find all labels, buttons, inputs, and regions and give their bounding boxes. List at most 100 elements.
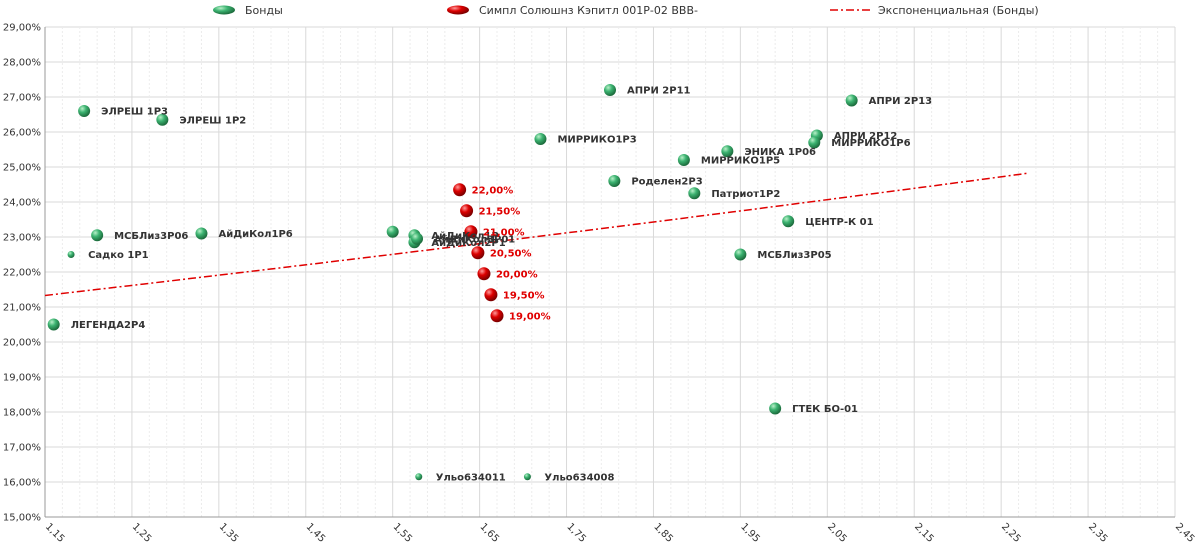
green-data-point xyxy=(769,402,782,415)
green-data-point xyxy=(808,136,821,149)
red-data-point xyxy=(484,288,498,302)
x-tick-label: 1,95 xyxy=(738,521,762,545)
data-label: МИРРИКО1Р3 xyxy=(557,135,636,146)
y-tick-label: 22,00% xyxy=(3,268,41,279)
data-label: 22,00% xyxy=(472,185,514,196)
data-label: МСБЛиз3Р05 xyxy=(757,250,831,261)
data-label: ЭЛРЕШ 1Р2 xyxy=(179,115,246,126)
data-label: АПРИ 2Р13 xyxy=(869,96,933,107)
data-label: АйДиКол1Р xyxy=(431,231,498,242)
y-tick-label: 16,00% xyxy=(3,478,41,489)
y-tick-label: 26,00% xyxy=(3,128,41,139)
data-label: ЭНИКА 1Р06 xyxy=(744,147,816,158)
x-tick-label: 2,05 xyxy=(825,521,849,545)
x-tick-label: 1,65 xyxy=(477,521,501,545)
data-label: 19,00% xyxy=(509,311,551,322)
x-axis-ticks: 1,15 1,25 1,35 1,45 1,55 1,65 1,75 1,85 1,95 2,05… xyxy=(43,521,1197,545)
data-labels: ЛЕГЕНДА2Р4 Садко 1Р1 ЭЛРЕШ 1Р3 МСБЛиз3Р06 ЭЛ… xyxy=(71,86,932,484)
data-label: 20,00% xyxy=(496,269,538,280)
data-label: АйДиКол1Р6 xyxy=(218,229,292,240)
data-label: 20,50% xyxy=(490,248,532,259)
green-data-point xyxy=(78,105,91,117)
data-label: АПРИ 2Р11 xyxy=(627,86,691,97)
y-tick-label: 23,00% xyxy=(3,233,41,244)
green-data-point xyxy=(386,225,399,238)
green-data-point xyxy=(608,175,621,187)
green-data-point xyxy=(415,473,423,481)
y-tick-label: 24,00% xyxy=(3,198,41,209)
green-data-point xyxy=(677,154,690,166)
y-tick-label: 15,00% xyxy=(3,513,41,524)
x-tick-label: 1,55 xyxy=(391,521,415,545)
y-axis-ticks: 15,00% 16,00% 17,00% 18,00% 19,00% 20,00% 21,0… xyxy=(3,23,41,524)
green-data-point xyxy=(523,473,531,481)
data-label: Садко 1Р1 xyxy=(88,250,149,261)
red-data-point xyxy=(490,309,504,323)
data-label: Патриот1Р2 xyxy=(711,189,780,200)
legend-marker xyxy=(213,5,235,15)
green-data-point xyxy=(734,248,747,261)
x-tick-label: 2,25 xyxy=(999,521,1023,545)
data-label: 21,50% xyxy=(479,206,521,217)
red-data-point xyxy=(453,183,467,197)
x-tick-label: 1,35 xyxy=(217,521,241,545)
x-tick-label: 1,45 xyxy=(304,521,328,545)
red-data-point xyxy=(464,225,478,239)
y-tick-label: 21,00% xyxy=(3,303,41,314)
data-label: Роделен2Р3 xyxy=(631,177,702,188)
data-label: АПРИ 2Р12 xyxy=(834,131,898,142)
x-tick-label: 1,25 xyxy=(130,521,154,545)
trendline-path xyxy=(44,172,1028,297)
y-tick-label: 29,00% xyxy=(3,23,41,34)
green-data-point xyxy=(47,318,60,331)
green-data-point xyxy=(688,187,701,200)
green-data-point xyxy=(721,145,734,158)
y-tick-label: 18,00% xyxy=(3,408,41,419)
green-data-point xyxy=(845,94,858,107)
data-label: ГТЕК БО-01 xyxy=(792,404,858,415)
y-tick-label: 27,00% xyxy=(3,93,41,104)
green-data-point xyxy=(156,113,169,126)
legend-label: Экспоненциальная (Бонды) xyxy=(878,4,1039,17)
red-data-point xyxy=(477,267,491,281)
data-label: ЦЕНТР-К 01 xyxy=(805,217,873,228)
data-label: ЛЕГЕНДА2Р4 xyxy=(71,320,146,331)
y-tick-label: 28,00% xyxy=(3,58,41,69)
data-label: МСБЛиз3Р06 xyxy=(114,231,188,242)
data-label: МИРРИКО1Р6 xyxy=(831,138,910,149)
legend: Бонды Симпл Солюшнз Кэпитл 001Р-02 BBB- Эк… xyxy=(213,4,1039,17)
data-label: Ульо634008 xyxy=(544,472,614,483)
y-tick-label: 17,00% xyxy=(3,443,41,454)
data-label: АйДиКол3Р01 xyxy=(434,234,515,245)
green-data-point xyxy=(782,215,795,228)
data-label: 21,00% xyxy=(483,227,525,238)
green-data-point xyxy=(67,251,75,258)
data-points xyxy=(47,84,858,481)
x-tick-label: 2,15 xyxy=(912,521,936,545)
x-tick-label: 2,45 xyxy=(1173,521,1197,545)
legend-label: Симпл Солюшнз Кэпитл 001Р-02 BBB- xyxy=(479,4,698,17)
green-data-point xyxy=(91,229,104,242)
y-tick-label: 20,00% xyxy=(3,338,41,349)
y-tick-label: 19,00% xyxy=(3,373,41,384)
legend-marker xyxy=(447,5,469,15)
red-data-point xyxy=(471,246,485,260)
data-label: ЭЛРЕШ 1Р3 xyxy=(101,107,168,118)
x-tick-label: 1,85 xyxy=(651,521,675,545)
data-label: 19,50% xyxy=(503,290,545,301)
x-tick-label: 2,35 xyxy=(1086,521,1110,545)
grid xyxy=(44,26,1176,518)
data-label: Ульо634011 xyxy=(436,472,506,483)
x-tick-label: 1,75 xyxy=(564,521,588,545)
y-tick-label: 25,00% xyxy=(3,163,41,174)
data-label: МИРРИКО1Р5 xyxy=(701,156,780,167)
trendline xyxy=(44,172,1028,297)
green-data-point xyxy=(411,232,424,245)
green-data-point xyxy=(604,84,616,96)
legend-label: Бонды xyxy=(245,4,283,17)
green-data-point xyxy=(195,227,208,240)
red-data-point xyxy=(460,204,474,218)
x-tick-label: 1,15 xyxy=(43,521,67,545)
axes xyxy=(44,27,1175,518)
